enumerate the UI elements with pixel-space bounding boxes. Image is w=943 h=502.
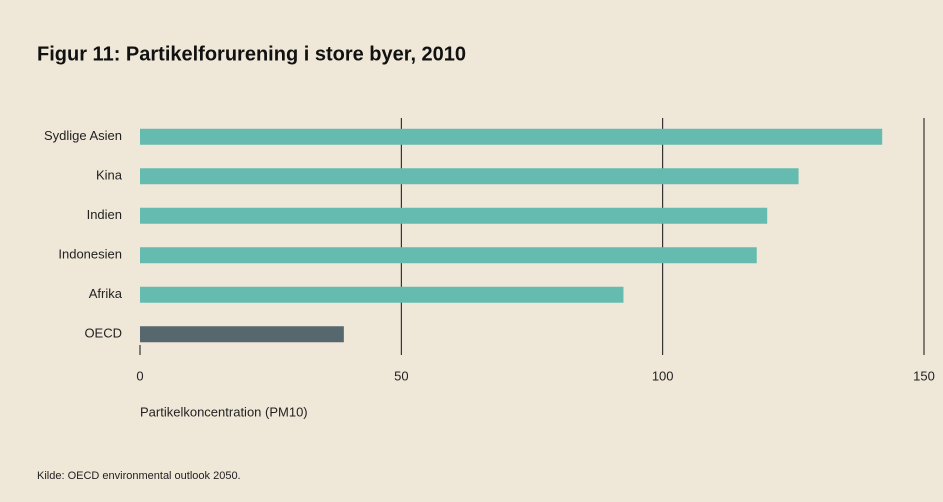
chart-title: Figur 11: Partikelforurening i store bye… bbox=[37, 43, 466, 65]
source: Kilde: OECD environmental outlook 2050. bbox=[37, 470, 241, 482]
y-tick-label: Indonesien bbox=[58, 247, 122, 262]
bar bbox=[140, 207, 768, 224]
bar bbox=[140, 326, 344, 343]
y-tick-label: OECD bbox=[84, 326, 122, 341]
bar bbox=[140, 168, 799, 185]
x-tick-label: 150 bbox=[913, 368, 935, 383]
x-axis-label: Partikelkoncentration (PM10) bbox=[140, 404, 308, 419]
y-tick-label: Indien bbox=[87, 207, 122, 222]
x-tick-label: 50 bbox=[394, 368, 408, 383]
x-tick-label: 0 bbox=[136, 368, 143, 383]
y-tick-label: Afrika bbox=[89, 286, 123, 301]
bar bbox=[140, 247, 757, 264]
x-tick-label: 100 bbox=[652, 368, 674, 383]
y-tick-label: Kina bbox=[96, 168, 123, 183]
bar bbox=[140, 286, 624, 303]
bar bbox=[140, 128, 883, 145]
y-tick-label: Sydlige Asien bbox=[44, 128, 122, 143]
